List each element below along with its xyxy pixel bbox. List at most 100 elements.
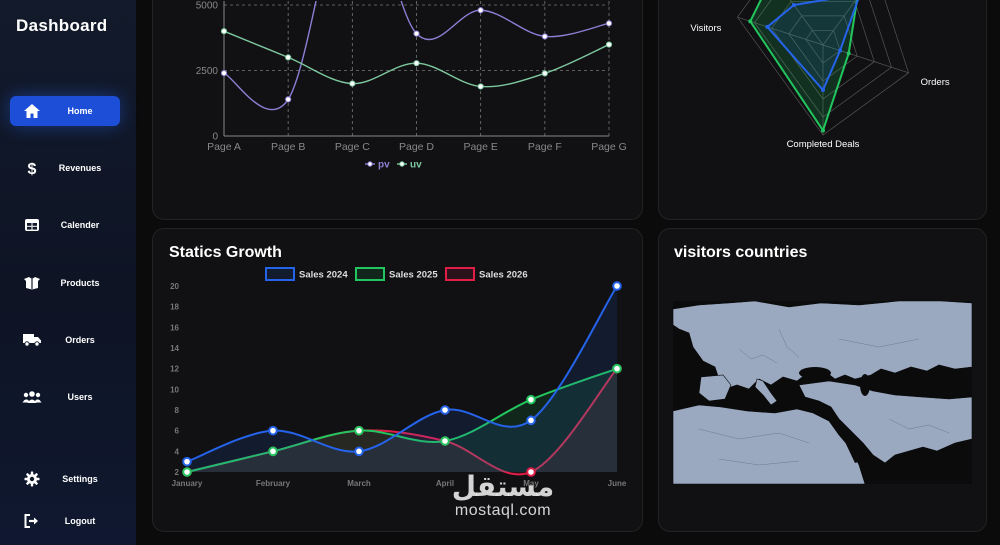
watermark-url: mostaql.com: [454, 502, 552, 519]
y-tick-label: 6: [175, 427, 180, 436]
sidebar: Dashboard Home $ Revenues Calender Produ…: [0, 0, 136, 545]
traffic-line-chart: 0 2500 5000 Page A Page B Page C Page D Page E P…: [196, 1, 627, 171]
x-tick-label: Page F: [528, 141, 562, 153]
y-tick-label: 14: [170, 344, 179, 353]
series-point-uv: [541, 70, 548, 77]
nav-item-label: Logout: [64, 516, 96, 526]
nav-item-label: Settings: [62, 474, 98, 484]
nav-item-calender[interactable]: Calender: [10, 210, 120, 240]
nav-item-label: Products: [60, 278, 100, 288]
y-tick-label: 2: [175, 468, 180, 477]
series-point-uv: [413, 60, 420, 67]
legend-label: Sales 2025: [389, 270, 438, 281]
legend-swatch: [265, 267, 295, 281]
dollar-icon: $: [10, 160, 54, 176]
radar-point: [765, 24, 770, 29]
radar-series-1: [765, 0, 859, 92]
legend-marker: [367, 161, 373, 167]
series-point-uv: [477, 83, 484, 90]
x-tick-label: January: [172, 479, 203, 488]
radar-spoke: [822, 44, 909, 74]
x-tick-label: June: [608, 479, 627, 488]
x-tick-label: May: [523, 479, 539, 488]
radar-grid-ring: [754, 0, 892, 118]
nav-item-products[interactable]: Products: [10, 268, 120, 298]
x-tick-label: April: [436, 479, 454, 488]
radar-point: [791, 2, 796, 7]
radar-grid-ring: [771, 0, 875, 100]
nav-item-label: Users: [67, 392, 93, 402]
y-tick-label: 0: [212, 132, 218, 143]
nav-item-logout[interactable]: Logout: [10, 506, 120, 536]
box-icon: [10, 276, 54, 290]
series-point-0: [526, 415, 536, 426]
nav-item-label: Home: [67, 106, 93, 116]
home-icon: [10, 103, 54, 119]
radar-point: [821, 88, 825, 92]
legend-swatch: [355, 267, 385, 281]
y-tick-label: 20: [170, 282, 179, 291]
series-point-pv: [541, 33, 548, 40]
visitors-countries-title: visitors countries: [674, 244, 808, 261]
series-point-uv: [220, 28, 228, 35]
radar-grid-ring: [736, 0, 910, 136]
world-map[interactable]: [659, 229, 987, 532]
series-point-uv: [285, 54, 292, 61]
nav-item-users[interactable]: Users: [10, 382, 120, 412]
radar-spoke: [789, 0, 824, 46]
nav-item-label: Revenues: [58, 163, 102, 173]
nav-item-label: Calender: [60, 220, 100, 230]
series-point-uv: [605, 41, 613, 48]
brand-title: Dashboard: [16, 16, 108, 35]
series-area-0: [187, 286, 617, 472]
nav-item-revenues[interactable]: $ Revenues: [10, 153, 120, 183]
nav-item-label: Orders: [65, 335, 95, 345]
series-point-pv: [477, 7, 484, 14]
nav-item-orders[interactable]: Orders: [10, 325, 120, 355]
statics-growth-card: Statics Growth 2 4 6 8 10 12 14 16 18 20 January Fe…: [152, 228, 643, 532]
radar-chart-card: Visitors Completed Deals Orders: [658, 0, 987, 220]
gear-icon: [10, 471, 54, 487]
radar-axis-label: Orders: [921, 77, 950, 88]
x-tick-label: February: [256, 479, 291, 488]
legend-marker: [399, 161, 405, 167]
y-tick-label: 2500: [196, 66, 219, 77]
logout-icon: [10, 514, 54, 528]
series-point-0: [440, 405, 450, 415]
x-tick-label: Page G: [591, 141, 627, 153]
x-tick-label: Page C: [335, 141, 370, 153]
y-tick-label: 12: [170, 365, 179, 374]
series-point-1: [182, 467, 192, 477]
radar-spoke: [822, 0, 857, 46]
x-tick-label: Page E: [463, 141, 497, 153]
series-area-2: [187, 368, 617, 475]
nav-item-settings[interactable]: Settings: [10, 464, 120, 494]
radar-point: [748, 19, 753, 24]
x-tick-label: Page D: [399, 141, 434, 153]
sales-area-chart: 2 4 6 8 10 12 14 16 18 20 January February March Apri…: [170, 267, 627, 488]
series-point-2: [526, 467, 536, 477]
legend-label: Sales 2024: [299, 270, 348, 281]
series-point-0: [612, 281, 622, 291]
y-tick-label: 8: [175, 406, 180, 415]
radar-point: [821, 128, 825, 133]
visitors-countries-card: visitors countries: [658, 228, 987, 532]
series-group: [220, 1, 613, 110]
series-point-0: [268, 425, 278, 436]
x-tick-label: Page B: [271, 141, 305, 153]
nav-item-home[interactable]: Home: [10, 96, 120, 126]
radar-point: [838, 48, 843, 53]
series-point-pv: [220, 70, 228, 77]
series-point-1: [612, 363, 622, 374]
series-point-0: [354, 446, 364, 457]
y-tick-label: 18: [170, 303, 179, 312]
series-point-pv: [413, 30, 420, 37]
series-point-1: [354, 425, 364, 436]
radar-series-0: [749, 0, 859, 133]
legend-label: uv: [410, 160, 422, 171]
series-point-1: [268, 446, 278, 457]
y-tick-label: 10: [170, 385, 179, 394]
series-point-0: [182, 456, 192, 467]
calendar-icon: [10, 218, 54, 232]
traffic-chart-card: 0 2500 5000 Page A Page B Page C Page D Page E P…: [152, 0, 643, 220]
